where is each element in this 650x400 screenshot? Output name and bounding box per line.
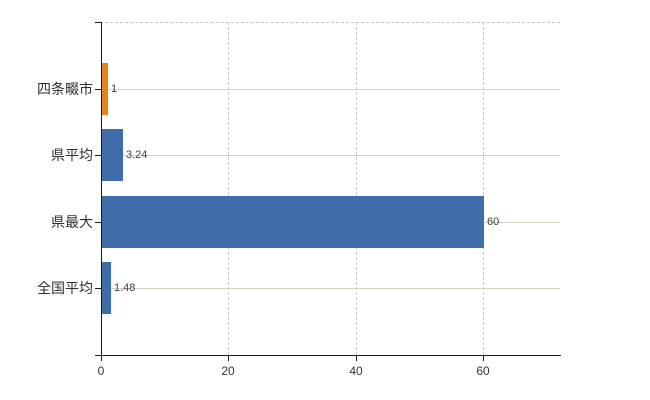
- value-label: 60: [487, 216, 500, 228]
- category-label: 県最大: [51, 214, 93, 230]
- category-label: 県平均: [51, 147, 93, 163]
- y-tick-mark: [95, 288, 101, 289]
- horizontal-gridline: [101, 155, 560, 156]
- x-tick-label: 40: [349, 364, 363, 378]
- vertical-gridline: [228, 22, 229, 355]
- x-tick-mark: [483, 356, 484, 361]
- category-label: 全国平均: [37, 280, 93, 296]
- horizontal-gridline: [101, 288, 560, 289]
- value-label: 1: [111, 83, 118, 95]
- x-tick-label: 0: [97, 364, 105, 378]
- x-tick-label: 60: [476, 364, 490, 378]
- x-tick-mark: [228, 356, 229, 361]
- y-tick-mark: [95, 222, 101, 223]
- x-tick-label: 20: [221, 364, 235, 378]
- value-label: 1.48: [114, 282, 136, 294]
- vertical-gridline: [483, 22, 484, 355]
- horizontal-gridline: [101, 89, 560, 90]
- y-tick-mark: [95, 89, 101, 90]
- y-axis-line: [101, 22, 102, 356]
- bar-2[interactable]: [102, 196, 484, 248]
- bar-0[interactable]: [102, 63, 108, 115]
- plot-area-top-border: [95, 22, 560, 23]
- value-label: 3.24: [126, 149, 148, 161]
- x-tick-mark: [356, 356, 357, 361]
- x-axis-line: [95, 355, 561, 356]
- x-tick-mark: [101, 356, 102, 361]
- bar-3[interactable]: [102, 262, 111, 314]
- category-label: 四条畷市: [37, 81, 93, 97]
- y-tick-mark: [95, 155, 101, 156]
- y-axis-top-tick: [95, 22, 101, 23]
- vertical-gridline: [356, 22, 357, 355]
- bar-1[interactable]: [102, 129, 123, 181]
